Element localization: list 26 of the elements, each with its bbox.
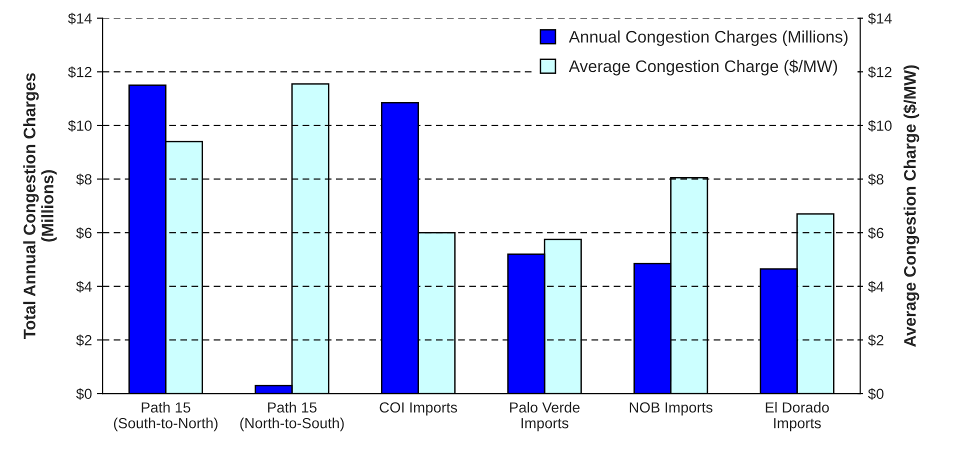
legend-label: Annual Congestion Charges (Millions) [568,30,848,46]
y-tick-label: $2 [76,334,92,346]
x-tick-label: COI Imports [380,402,458,416]
x-tick-label: Palo Verde Imports [510,402,580,432]
y2-tick-label: $12 [868,66,892,78]
y2-axis-title: Average Congestion Charge ($/MW) [903,65,920,347]
y2-tick-label: $14 [868,12,892,24]
y-tick-label: $8 [76,174,92,186]
y2-tick-label: $2 [868,334,884,346]
y-axis-title: Total Annual Congestion Charges (Millions) [23,73,57,340]
y-tick-label: $4 [76,280,92,293]
x-tick-label: Path 15 (North-to-South) [240,402,344,432]
y2-tick-label: $0 [868,388,884,400]
x-tick-label: El Dorado Imports [766,402,829,432]
y-tick-label: $0 [76,388,92,400]
y2-tick-label: $10 [868,120,892,132]
y2-tick-label: $8 [868,174,884,186]
y2-tick-label: $6 [868,227,884,239]
y2-tick-label: $4 [868,280,884,293]
y-tick-label: $14 [68,12,92,24]
y-tick-label: $6 [76,227,92,239]
x-tick-label: Path 15 (South-to-North) [114,402,218,432]
y-tick-label: $12 [68,66,92,78]
legend-label: Average Congestion Charge ($/MW) [568,60,838,76]
x-tick-label: NOB Imports [630,402,712,416]
y-tick-label: $10 [68,120,92,132]
